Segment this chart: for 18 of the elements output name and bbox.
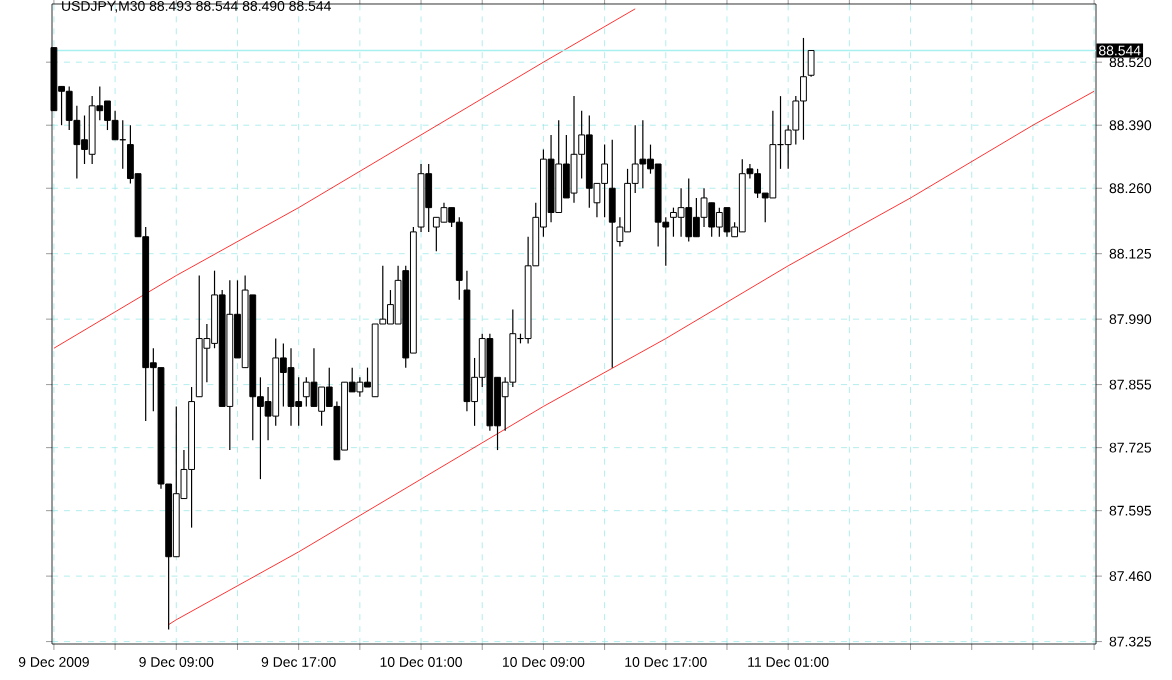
candlestick [302,376,310,408]
candlestick [723,207,731,238]
candlestick [715,207,723,238]
candlestick [601,144,609,218]
candlestick [440,202,448,223]
candlestick [670,207,677,238]
candlestick [318,386,326,427]
candlestick [425,163,433,233]
candlestick [570,95,578,204]
candlestick [608,139,616,369]
candlestick [754,168,761,199]
candlestick [287,347,295,427]
candlestick [677,187,685,238]
candlestick [639,119,647,189]
candlestick [356,376,364,398]
candlestick [310,347,318,408]
candlestick [685,177,693,243]
candlestick [800,37,807,141]
